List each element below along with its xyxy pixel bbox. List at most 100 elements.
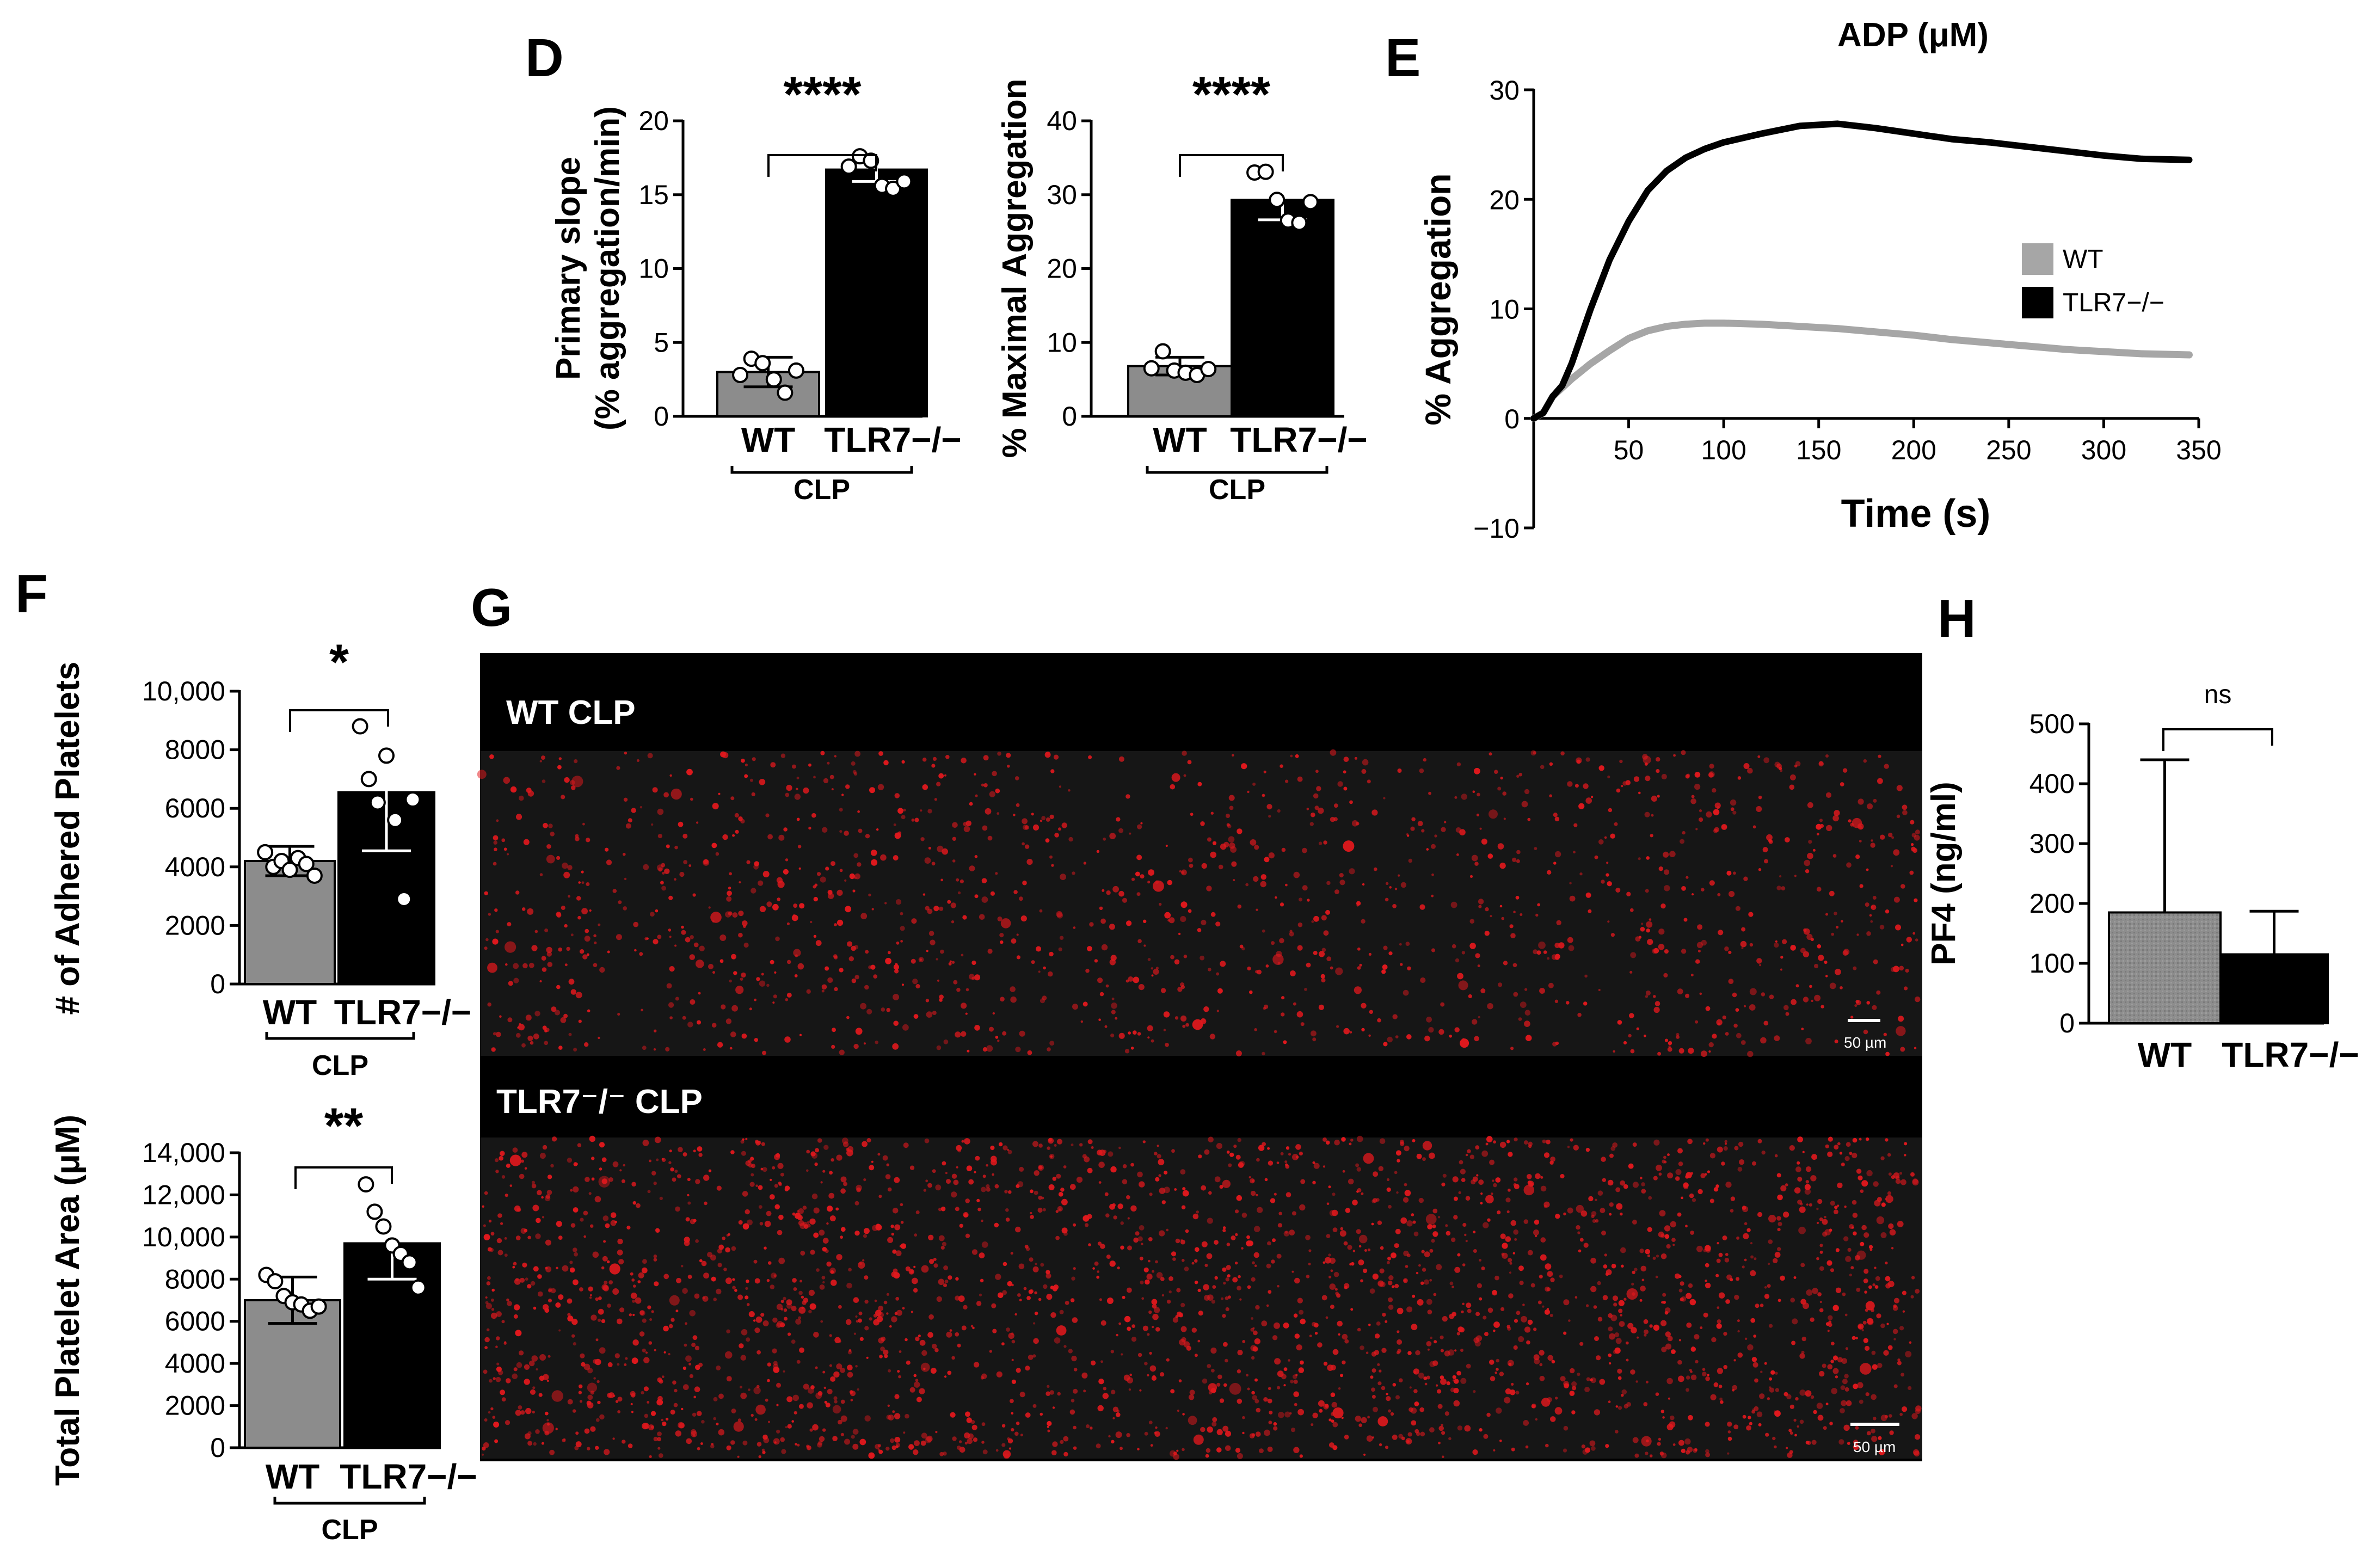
platelet-dot bbox=[1289, 1229, 1295, 1236]
platelet-dot bbox=[956, 878, 959, 882]
platelet-dot bbox=[642, 1046, 647, 1050]
platelet-dot bbox=[1678, 1339, 1681, 1342]
platelet-dot bbox=[530, 1281, 536, 1286]
platelet-dot bbox=[1329, 1210, 1336, 1216]
platelet-dot bbox=[998, 1142, 1003, 1147]
platelet-dot bbox=[829, 1364, 832, 1367]
platelet-dot bbox=[897, 1370, 900, 1373]
platelet-dot bbox=[698, 992, 701, 995]
platelet-dot bbox=[1270, 1198, 1276, 1203]
platelet-dot bbox=[1099, 1298, 1102, 1301]
platelet-dot bbox=[716, 1365, 721, 1370]
platelet-dot bbox=[774, 1441, 777, 1444]
platelet-dot bbox=[1576, 759, 1581, 764]
platelet-dot bbox=[1089, 922, 1094, 927]
platelet-dot bbox=[1877, 1197, 1882, 1202]
platelet-dot bbox=[1216, 1447, 1222, 1453]
platelet-dot bbox=[1394, 1283, 1399, 1288]
platelet-dot bbox=[1895, 924, 1901, 931]
platelet-dot bbox=[858, 828, 863, 833]
y-tick-label: 5 bbox=[654, 327, 669, 358]
platelet-dot bbox=[1340, 1374, 1343, 1378]
platelet-dot bbox=[1802, 1151, 1805, 1153]
platelet-dot bbox=[997, 916, 1002, 921]
platelet-dot bbox=[772, 903, 779, 911]
platelet-dot bbox=[1533, 751, 1536, 755]
platelet-dot bbox=[1871, 1428, 1875, 1434]
platelet-dot bbox=[623, 906, 627, 911]
platelet-dot bbox=[1247, 1285, 1251, 1289]
platelet-dot bbox=[655, 1228, 660, 1233]
platelet-dot bbox=[1533, 1354, 1540, 1361]
platelet-dot bbox=[1473, 1337, 1479, 1343]
platelet-dot bbox=[1097, 1241, 1102, 1246]
platelet-dot bbox=[1137, 939, 1142, 944]
platelet-dot bbox=[773, 1361, 778, 1366]
platelet-dot bbox=[889, 1325, 892, 1328]
platelet-dot bbox=[653, 939, 659, 945]
platelet-dot bbox=[1033, 1338, 1039, 1344]
platelet-dot bbox=[1590, 1286, 1597, 1293]
platelet-dot bbox=[716, 1422, 719, 1425]
platelet-dot bbox=[875, 1444, 880, 1449]
platelet-dot bbox=[848, 1349, 852, 1352]
platelet-dot bbox=[527, 1441, 533, 1446]
platelet-dot bbox=[974, 1025, 980, 1031]
platelet-dot bbox=[997, 1040, 1000, 1042]
platelet-dot bbox=[1442, 1316, 1448, 1322]
platelet-dot bbox=[1727, 1422, 1732, 1427]
platelet-dot bbox=[729, 872, 732, 876]
platelet-dot bbox=[1869, 1248, 1873, 1251]
platelet-dot bbox=[569, 780, 575, 785]
platelet-dot bbox=[1451, 1237, 1456, 1243]
platelet-dot bbox=[556, 856, 561, 860]
platelet-dot bbox=[1356, 822, 1360, 826]
platelet-dot bbox=[974, 773, 976, 776]
platelet-dot bbox=[772, 1166, 776, 1170]
platelet-dot bbox=[1434, 1340, 1437, 1344]
platelet-dot bbox=[1381, 1386, 1386, 1391]
platelet-dot bbox=[958, 1440, 962, 1443]
platelet-dot bbox=[1716, 1323, 1722, 1329]
platelet-dot bbox=[1253, 1252, 1259, 1258]
platelet-dot bbox=[1672, 1244, 1675, 1246]
platelet-dot bbox=[852, 889, 856, 893]
platelet-dot bbox=[1600, 1208, 1606, 1214]
platelet-dot bbox=[754, 1418, 758, 1421]
platelet-dot bbox=[1752, 1362, 1758, 1368]
platelet-dot bbox=[1326, 1234, 1331, 1239]
platelet-dot bbox=[1128, 976, 1134, 982]
platelet-dot bbox=[1799, 1353, 1805, 1359]
platelet-dot bbox=[1830, 1268, 1835, 1272]
platelet-dot bbox=[1494, 1275, 1499, 1281]
platelet-dot bbox=[1910, 1295, 1914, 1299]
data-point bbox=[885, 180, 902, 197]
platelet-dot bbox=[1289, 931, 1294, 937]
platelet-dot bbox=[1130, 1163, 1135, 1167]
platelet-dot bbox=[1007, 1281, 1013, 1287]
platelet-dot bbox=[1716, 1019, 1723, 1026]
platelet-dot bbox=[1626, 1288, 1638, 1300]
platelet-dot bbox=[1621, 785, 1623, 788]
platelet-dot bbox=[1644, 1333, 1647, 1337]
platelet-dot bbox=[1658, 1172, 1662, 1176]
platelet-dot bbox=[1192, 1019, 1203, 1030]
platelet-dot bbox=[1705, 1138, 1709, 1142]
platelet-dot bbox=[756, 1350, 761, 1355]
platelet-dot bbox=[1873, 798, 1877, 803]
platelet-dot bbox=[1647, 1227, 1652, 1232]
platelet-dot bbox=[1583, 1243, 1589, 1248]
platelet-dot bbox=[1820, 1005, 1824, 1009]
platelet-dot bbox=[493, 835, 499, 841]
platelet-dot bbox=[678, 1147, 683, 1152]
platelet-dot bbox=[668, 1161, 672, 1164]
platelet-dot bbox=[1718, 1385, 1723, 1388]
platelet-dot bbox=[1677, 988, 1683, 995]
scale-label-tlr7: 50 µm bbox=[1853, 1438, 1896, 1455]
platelet-dot bbox=[1663, 851, 1669, 858]
platelet-dot bbox=[1774, 1252, 1781, 1258]
platelet-dot bbox=[1644, 1034, 1646, 1037]
platelet-dot bbox=[1491, 1192, 1493, 1195]
platelet-dot bbox=[721, 1004, 726, 1010]
